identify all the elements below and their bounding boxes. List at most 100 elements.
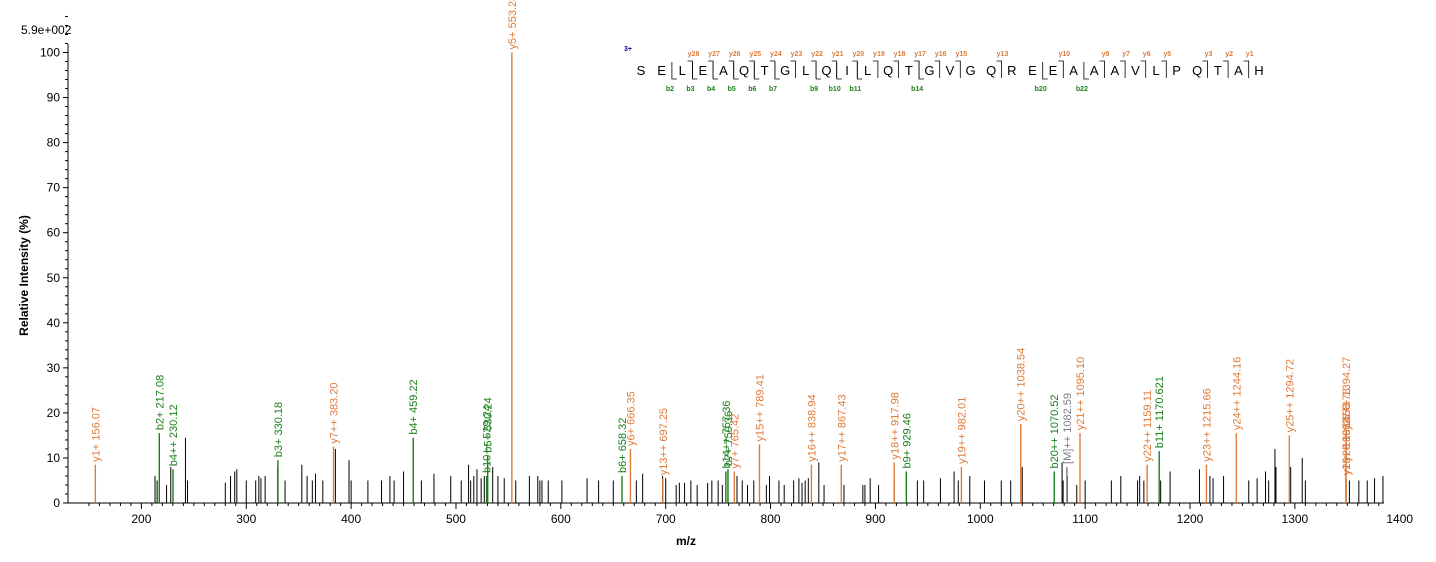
x-tick-label: 700: [656, 512, 676, 526]
peak-label: b11+ 1170.621: [1154, 376, 1166, 448]
y-fragment-label: y15: [955, 51, 967, 58]
y-fragment-label: y18: [894, 51, 906, 58]
peak-label: y25++ 1294.72: [1284, 359, 1296, 432]
b-fragment-bracket: [733, 62, 739, 80]
peak-label: y21++ 1095.10: [1075, 357, 1087, 430]
sequence-residue: A: [719, 63, 728, 78]
b-fragment-label: b14: [911, 86, 923, 93]
b-fragment-bracket: [815, 62, 822, 80]
y-fragment-label: y24: [770, 51, 782, 58]
y-fragment-bracket: [1099, 60, 1105, 78]
y-fragment-label: y16: [935, 51, 947, 58]
peak-label: y13+ 1393.5: [1341, 414, 1353, 475]
y-axis-title: Relative Intensity (%): [17, 215, 31, 336]
y-fragment-bracket: [1058, 60, 1064, 78]
peak-label: b4+ 459.22: [408, 379, 420, 434]
y-fragment-bracket: [955, 60, 961, 78]
peak-label: y15++ 789.41: [754, 374, 766, 441]
peak-label: y27++ 1394.27: [1341, 357, 1353, 430]
y-fragment-bracket: [790, 60, 796, 78]
peak-label: y7+ 765.42: [729, 414, 741, 469]
y-fragment-bracket: [749, 60, 755, 78]
sequence-residue: R: [1007, 63, 1016, 78]
x-tick-label: 1100: [1072, 512, 1098, 526]
y-fragment-bracket: [687, 60, 693, 78]
y-tick-label: 30: [47, 361, 61, 375]
x-axis-title: m/z: [676, 534, 696, 548]
sequence-residue: T: [905, 63, 913, 78]
y-tick-label: 80: [47, 136, 61, 150]
b-fragment-label: b5: [728, 86, 736, 93]
b-fragment-label: b6: [748, 86, 756, 93]
b-fragment-label: b4: [707, 86, 715, 93]
peak-label: y20++ 1038.54: [1016, 348, 1028, 421]
y-fragment-bracket: [914, 60, 920, 78]
y-fragment-bracket: [893, 60, 899, 78]
y-fragment-bracket: [811, 60, 817, 78]
b-fragment-bracket: [836, 62, 842, 80]
y-tick-label: 20: [47, 406, 61, 420]
y-fragment-label: y21: [832, 51, 844, 58]
axes: 0 10 20 30 40 50 60 70 80 90 100 200 300 400 500 600 700…: [40, 15, 1413, 526]
peak-label: b14++ 757.36: [721, 401, 733, 469]
peak-label: y22++ 1159.11: [1142, 390, 1154, 462]
y-fragment-bracket: [708, 60, 714, 78]
y-fragment-bracket: [1161, 60, 1167, 78]
sequence-residue: E: [698, 63, 707, 78]
sequence-residue: V: [946, 63, 955, 78]
sequence-residue: S: [637, 63, 646, 78]
y-fragment-label: y10: [1058, 51, 1070, 58]
peak-label: b9+ 929.46: [901, 413, 913, 468]
y-fragment-bracket: [831, 60, 838, 78]
b-fragment-bracket: [753, 62, 760, 80]
b-fragment-label: b9: [810, 86, 818, 93]
peak-label: y7++ 383.20: [329, 383, 341, 444]
y-fragment-label: y17: [914, 51, 926, 58]
y-tick-label: 90: [47, 91, 61, 105]
y-tick-label: 10: [47, 451, 61, 465]
y-fragment-label: y9: [1102, 51, 1110, 58]
peak-label: [M]++ 1082.59: [1062, 393, 1074, 464]
y-fragment-label: y26: [729, 51, 741, 58]
b-fragment-label: b22: [1076, 86, 1088, 93]
sequence-residue: E: [1049, 63, 1058, 78]
sequence-residue: E: [657, 63, 666, 78]
sequence-residue: A: [1110, 63, 1119, 78]
y-fragment-bracket: [1223, 60, 1229, 78]
sequence-residue: Q: [821, 63, 831, 78]
x-tick-label: 400: [341, 512, 361, 526]
x-tick-label: 200: [131, 512, 151, 526]
sequence-residue: Q: [986, 63, 996, 78]
sequence-residue: Q: [883, 63, 893, 78]
b-fragment-bracket: [1083, 62, 1089, 80]
b-fragment-label: b2: [666, 86, 674, 93]
sequence-residue: I: [845, 63, 849, 78]
sequence-residue: G: [966, 63, 976, 78]
sequence-residue: L: [864, 63, 871, 78]
y-fragment-label: y28: [688, 51, 700, 58]
sequence-residue: T: [1214, 63, 1222, 78]
y-fragment-bracket: [1243, 60, 1250, 78]
peak-label: b2+ 217.08: [154, 375, 166, 430]
y-fragment-label: y27: [708, 51, 720, 58]
charge-state: 3+: [624, 46, 632, 53]
peak-label: y16++ 838.94: [806, 394, 818, 461]
b-fragment-bracket: [856, 62, 863, 80]
x-tick-label: 1300: [1282, 512, 1309, 526]
y-fragment-label: y22: [811, 51, 823, 58]
y-tick-label: 40: [47, 316, 61, 330]
y-fragment-label: y3: [1205, 51, 1213, 58]
y-tick-label: 100: [40, 46, 60, 60]
b-fragment-label: b7: [769, 86, 777, 93]
b-fragment-bracket: [692, 62, 698, 80]
sequence-residue: Q: [739, 63, 749, 78]
x-tick-label: 300: [236, 512, 256, 526]
peak-label: b20++ 1070.52: [1049, 394, 1061, 468]
sequence-residue: H: [1254, 63, 1263, 78]
y-fragment-bracket: [934, 60, 941, 78]
sequence-residue: L: [1152, 63, 1159, 78]
peak-label: y24++ 1244.16: [1231, 357, 1243, 430]
y-fragment-label: y5: [1163, 51, 1171, 58]
